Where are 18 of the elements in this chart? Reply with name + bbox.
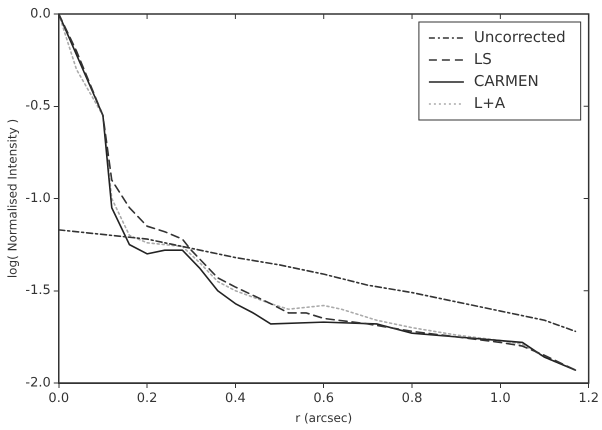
y-tick-label: -1.0: [25, 190, 51, 206]
y-tick-label: -2.0: [25, 375, 51, 390]
legend-label: L+A: [474, 94, 506, 112]
y-tick-label: -1.5: [25, 283, 51, 298]
x-tick-label: 1.0: [490, 391, 511, 406]
x-tick-label: 0.2: [136, 391, 158, 406]
legend-label: CARMEN: [474, 72, 539, 90]
x-tick-label: 1.2: [578, 391, 600, 406]
y-axis-title: log( Normalised Intensity ): [5, 118, 20, 278]
x-tick-label: 0.0: [48, 391, 70, 406]
legend-label: LS: [474, 50, 492, 68]
y-tick-label: -0.5: [25, 98, 51, 114]
x-tick-label: 0.8: [402, 391, 422, 406]
legend-label: Uncorrected: [474, 28, 566, 46]
y-tick-label: 0.0: [30, 6, 51, 22]
x-axis-title: r (arcsec): [295, 410, 352, 425]
x-tick-label: 0.4: [225, 391, 246, 406]
x-tick-label: 0.6: [313, 391, 334, 406]
